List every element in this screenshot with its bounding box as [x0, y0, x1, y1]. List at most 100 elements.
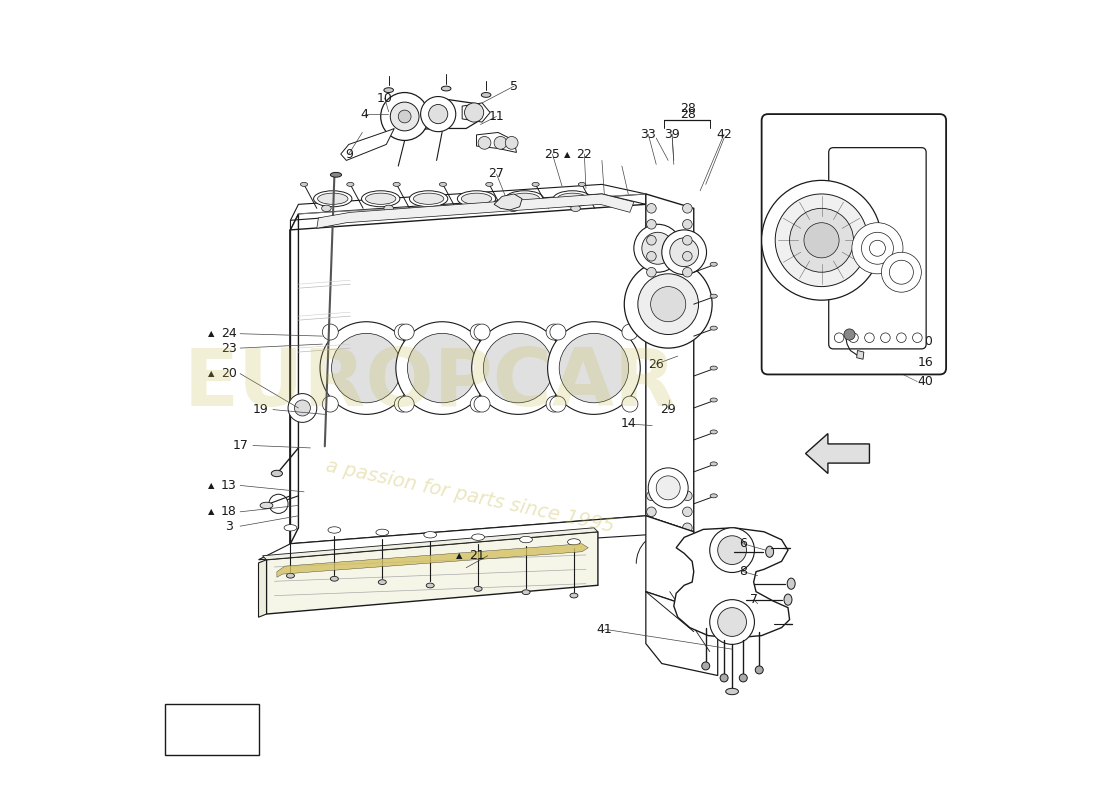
Circle shape [648, 468, 689, 508]
Ellipse shape [711, 494, 717, 498]
Ellipse shape [702, 662, 710, 670]
FancyBboxPatch shape [165, 704, 260, 754]
Ellipse shape [519, 536, 532, 542]
Circle shape [381, 93, 429, 141]
Circle shape [505, 137, 518, 150]
Circle shape [834, 333, 844, 342]
Polygon shape [258, 516, 694, 560]
Polygon shape [341, 129, 394, 161]
Text: 9: 9 [344, 147, 353, 161]
Text: 5: 5 [510, 80, 518, 93]
Circle shape [621, 324, 638, 340]
Circle shape [478, 137, 491, 150]
Ellipse shape [568, 538, 581, 545]
Ellipse shape [447, 205, 455, 211]
Text: 42: 42 [716, 127, 732, 141]
Ellipse shape [461, 193, 492, 204]
Circle shape [804, 222, 839, 258]
Circle shape [546, 324, 562, 340]
Ellipse shape [739, 674, 747, 682]
Ellipse shape [300, 182, 308, 186]
Ellipse shape [711, 430, 717, 434]
Text: 11: 11 [488, 110, 505, 123]
Circle shape [647, 251, 657, 261]
Text: 20: 20 [221, 367, 236, 380]
Circle shape [322, 396, 339, 412]
Circle shape [869, 240, 886, 256]
Ellipse shape [711, 366, 717, 370]
Circle shape [322, 324, 339, 340]
Ellipse shape [726, 688, 738, 694]
Ellipse shape [272, 470, 283, 477]
Ellipse shape [384, 205, 394, 211]
Ellipse shape [570, 593, 578, 598]
Circle shape [398, 110, 411, 123]
Ellipse shape [486, 182, 493, 186]
Text: 16: 16 [917, 356, 933, 369]
Polygon shape [805, 434, 869, 474]
Text: 25: 25 [544, 147, 560, 161]
Text: ▲: ▲ [208, 369, 214, 378]
Ellipse shape [508, 205, 518, 211]
Text: 40: 40 [917, 375, 933, 388]
Circle shape [647, 235, 657, 245]
Ellipse shape [346, 182, 354, 186]
Text: 21: 21 [469, 550, 484, 562]
Circle shape [683, 251, 692, 261]
Circle shape [683, 235, 692, 245]
Text: ▲: ▲ [208, 330, 214, 338]
Circle shape [647, 267, 657, 277]
Text: 28: 28 [680, 102, 696, 115]
Circle shape [790, 208, 854, 272]
Circle shape [844, 329, 855, 340]
Text: 14: 14 [620, 418, 636, 430]
Text: 17: 17 [233, 439, 249, 452]
Circle shape [647, 507, 657, 517]
Ellipse shape [378, 580, 386, 585]
Circle shape [398, 396, 414, 412]
Text: 41: 41 [596, 622, 613, 636]
Ellipse shape [532, 182, 539, 186]
Circle shape [550, 324, 565, 340]
Circle shape [470, 324, 486, 340]
Circle shape [641, 232, 674, 264]
Ellipse shape [284, 525, 297, 531]
Circle shape [913, 333, 922, 342]
Circle shape [398, 324, 414, 340]
Text: 24: 24 [221, 327, 236, 340]
Circle shape [890, 260, 913, 284]
Circle shape [268, 494, 288, 514]
Circle shape [550, 396, 565, 412]
Text: 13: 13 [221, 479, 236, 492]
Text: 23: 23 [221, 342, 236, 354]
Polygon shape [646, 592, 717, 675]
Circle shape [717, 536, 747, 565]
Circle shape [390, 102, 419, 131]
Text: 29: 29 [660, 403, 676, 416]
Circle shape [474, 396, 490, 412]
Circle shape [710, 600, 755, 644]
Ellipse shape [260, 502, 273, 509]
Circle shape [881, 252, 922, 292]
Ellipse shape [458, 190, 496, 206]
Ellipse shape [756, 666, 763, 674]
Polygon shape [266, 532, 598, 614]
Polygon shape [462, 103, 491, 122]
Ellipse shape [474, 586, 482, 591]
Circle shape [331, 334, 402, 402]
Ellipse shape [376, 529, 388, 535]
Circle shape [683, 219, 692, 229]
Text: 6: 6 [739, 538, 747, 550]
Circle shape [472, 322, 564, 414]
Ellipse shape [558, 193, 587, 204]
Polygon shape [494, 194, 522, 210]
Circle shape [483, 334, 553, 402]
Ellipse shape [571, 205, 581, 211]
Polygon shape [263, 528, 598, 560]
Ellipse shape [426, 583, 434, 588]
Polygon shape [646, 194, 694, 532]
Ellipse shape [711, 294, 717, 298]
Text: 7: 7 [749, 593, 758, 606]
Circle shape [464, 103, 484, 122]
Ellipse shape [286, 574, 295, 578]
